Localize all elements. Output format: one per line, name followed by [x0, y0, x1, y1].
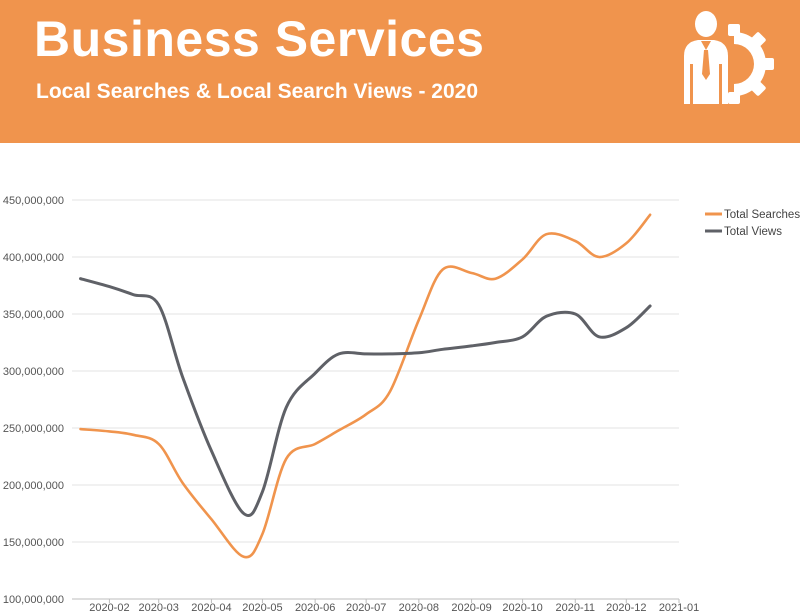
x-tick-label: 2020-10	[502, 602, 542, 614]
x-tick-label: 2020-06	[295, 602, 335, 614]
legend: Total Searches Total Views	[705, 209, 800, 238]
y-tick-label: 300,000,000	[3, 366, 64, 378]
grid-lines	[72, 199, 679, 600]
y-axis: 100,000,000 150,000,000 200,000,000 250,000…	[3, 195, 64, 606]
page-subtitle: Local Searches & Local Search Views - 20…	[36, 80, 479, 103]
x-tick-label: 2020-11	[556, 602, 596, 614]
x-tick-label: 2020-03	[139, 602, 179, 614]
x-tick-label: 2020-08	[399, 602, 439, 614]
x-tick-label: 2021-01	[659, 602, 699, 614]
legend-label-total-views: Total Views	[724, 226, 782, 238]
y-tick-label: 350,000,000	[3, 309, 64, 321]
x-axis: 2020-02 2020-03 2020-04 2020-05 2020-06 2020-…	[89, 599, 699, 614]
legend-label-total-searches: Total Searches	[724, 209, 800, 221]
x-tick-label: 2020-12	[606, 602, 646, 614]
businessman-gear-icon	[684, 11, 774, 104]
y-tick-label: 250,000,000	[3, 423, 64, 435]
line-chart: 100,000,000 150,000,000 200,000,000 250,000…	[3, 195, 800, 614]
header-banner: Business Services Local Searches & Local…	[0, 0, 800, 143]
y-tick-label: 150,000,000	[3, 537, 64, 549]
series-lines	[79, 213, 652, 559]
y-tick-label: 450,000,000	[3, 195, 64, 207]
y-tick-label: 100,000,000	[3, 594, 64, 606]
y-tick-label: 400,000,000	[3, 252, 64, 264]
y-tick-label: 200,000,000	[3, 480, 64, 492]
page-title: Business Services	[34, 11, 485, 67]
series-line-total-views	[79, 277, 652, 517]
x-tick-label: 2020-04	[191, 602, 231, 614]
x-tick-label: 2020-02	[89, 602, 129, 614]
x-tick-label: 2020-07	[346, 602, 386, 614]
x-tick-label: 2020-05	[242, 602, 282, 614]
series-line-total-searches	[79, 213, 652, 559]
x-tick-label: 2020-09	[451, 602, 491, 614]
